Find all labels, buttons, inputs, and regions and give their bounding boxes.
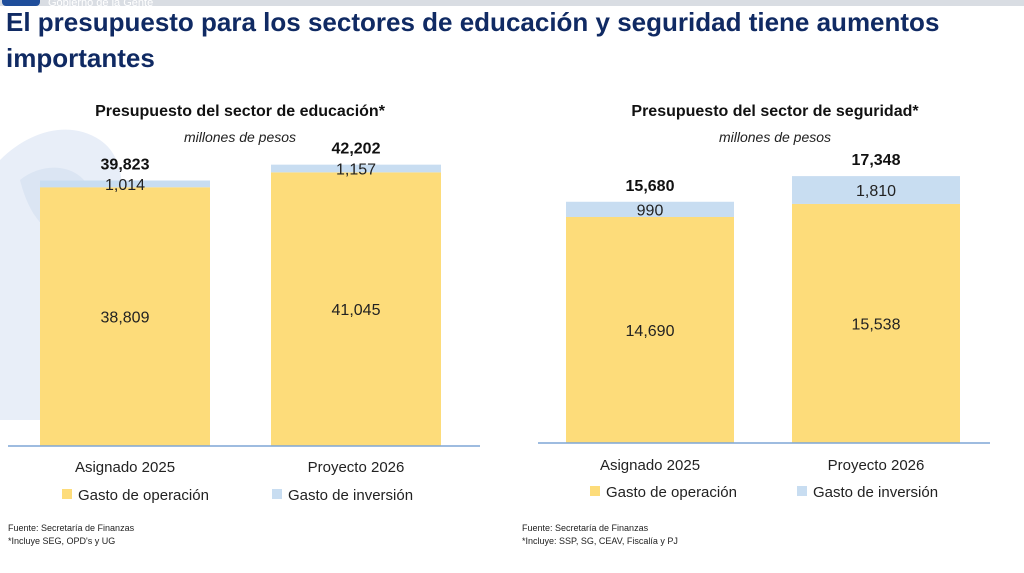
bar-label-security-1-inversion: 990 — [637, 202, 664, 219]
category-label-security-2: Proyecto 2026 — [828, 457, 925, 474]
page-title: El presupuesto para los sectores de educ… — [6, 7, 940, 73]
legend-label-education-inversion: Gasto de inversión — [288, 487, 413, 504]
legend-swatch-security-operacion — [590, 486, 600, 496]
category-label-security-1: Asignado 2025 — [600, 457, 700, 474]
category-label-education-2: Proyecto 2026 — [308, 459, 405, 476]
chart-title-education: Presupuesto del sector de educación* — [95, 103, 385, 120]
legend-swatch-education-operacion — [62, 489, 72, 499]
note-security: *Incluye: SSP, SG, CEAV, Fiscalía y PJ — [522, 536, 678, 546]
chart-title-security: Presupuesto del sector de seguridad* — [631, 103, 919, 120]
legend-label-security-operacion: Gasto de operación — [606, 484, 737, 501]
chart-subtitle-education: millones de pesos — [183, 129, 297, 145]
note-education: *Incluye SEG, OPD's y UG — [8, 536, 116, 546]
bar-label-security-2-inversion: 1,810 — [856, 183, 896, 200]
bar-security-2-inversion — [792, 176, 960, 204]
total-label-education-1: 39,823 — [101, 157, 150, 174]
bar-education-1-operacion — [40, 187, 210, 447]
government-logo — [2, 0, 40, 6]
total-label-education-2: 42,202 — [332, 141, 381, 158]
legend-label-security-inversion: Gasto de inversión — [813, 484, 938, 501]
bar-label-education-1-inversion: 1,014 — [105, 177, 145, 194]
bar-label-security-1-operacion: 14,690 — [626, 323, 675, 340]
source-education: Fuente: Secretaría de Finanzas — [8, 523, 135, 533]
bar-label-security-2-operacion: 15,538 — [852, 316, 901, 333]
bar-label-education-1-operacion: 38,809 — [101, 310, 150, 327]
total-label-security-1: 15,680 — [626, 178, 675, 195]
bar-label-education-2-operacion: 41,045 — [332, 302, 381, 319]
bar-education-1-inversion — [40, 180, 210, 188]
legend-swatch-education-inversion — [272, 489, 282, 499]
bar-security-1-operacion — [566, 217, 734, 443]
bar-security-2-operacion — [792, 203, 960, 443]
legend-swatch-security-inversion — [797, 486, 807, 496]
category-label-education-1: Asignado 2025 — [75, 459, 175, 476]
top-strip — [0, 0, 1024, 6]
legend-label-education-operacion: Gasto de operación — [78, 487, 209, 504]
bar-education-2-inversion — [271, 164, 441, 173]
chart-subtitle-security: millones de pesos — [718, 129, 832, 145]
bar-education-2-operacion — [271, 172, 441, 446]
total-label-security-2: 17,348 — [852, 152, 901, 169]
bar-label-education-2-inversion: 1,157 — [336, 162, 376, 179]
footnote-education: Fuente: Secretaría de Finanzas *Incluye … — [8, 522, 134, 548]
footnote-security: Fuente: Secretaría de Finanzas *Incluye:… — [522, 522, 678, 548]
source-security: Fuente: Secretaría de Finanzas — [522, 523, 649, 533]
government-watermark-text: Gobierno de la Gente — [48, 0, 154, 9]
bar-security-1-inversion — [566, 201, 734, 217]
